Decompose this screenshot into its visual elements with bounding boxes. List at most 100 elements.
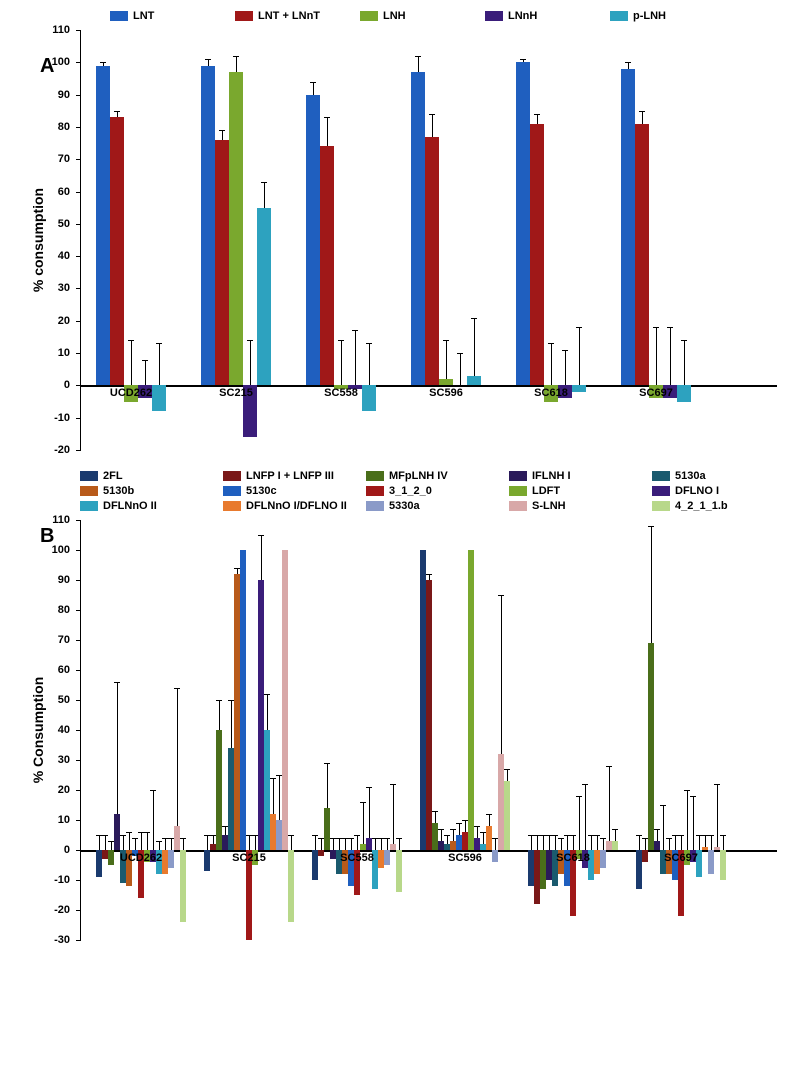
error-cap <box>126 832 132 833</box>
bar <box>152 385 166 411</box>
error-bar <box>159 841 160 850</box>
tick-mark <box>76 790 81 791</box>
tick-label: 70 <box>58 153 70 165</box>
error-bar <box>135 838 136 850</box>
tick-label: -20 <box>54 904 70 916</box>
legend-label: 5130c <box>246 485 277 497</box>
error-cap <box>681 340 687 341</box>
bar <box>204 850 210 871</box>
x-label: SC618 <box>556 852 590 864</box>
tick-label: 30 <box>58 282 70 294</box>
tick-label: 50 <box>58 694 70 706</box>
x-label: SC596 <box>429 387 463 399</box>
error-cap <box>457 353 463 354</box>
error-cap <box>520 59 526 60</box>
error-bar <box>651 526 652 643</box>
error-bar <box>489 814 490 826</box>
error-cap <box>247 340 253 341</box>
bar <box>635 124 649 386</box>
error-bar <box>555 835 556 850</box>
bar <box>439 379 453 385</box>
legend-item: 5330a <box>366 500 494 512</box>
legend-label: LNFP I + LNFP III <box>246 470 334 482</box>
error-cap <box>456 823 462 824</box>
bar <box>396 850 402 892</box>
error-cap <box>471 318 477 319</box>
error-cap <box>312 835 318 836</box>
tick-mark <box>76 940 81 941</box>
error-cap <box>132 838 138 839</box>
error-cap <box>264 694 270 695</box>
x-label: SC558 <box>324 387 358 399</box>
error-cap <box>714 784 720 785</box>
bar <box>108 850 114 865</box>
legend-label: 5130a <box>675 470 706 482</box>
error-cap <box>639 111 645 112</box>
error-cap <box>324 763 330 764</box>
error-bar <box>609 766 610 841</box>
legend-item: 2FL <box>80 470 208 482</box>
legend-item: LNH <box>360 10 470 22</box>
error-cap <box>384 838 390 839</box>
error-cap <box>219 130 225 131</box>
bar <box>320 146 334 385</box>
error-cap <box>444 835 450 836</box>
error-cap <box>534 114 540 115</box>
legend-swatch <box>223 501 241 511</box>
legend-swatch <box>235 11 253 21</box>
error-bar <box>453 829 454 841</box>
error-bar <box>663 805 664 850</box>
tick-label: 100 <box>52 544 70 556</box>
error-cap <box>310 82 316 83</box>
legend-swatch <box>366 501 384 511</box>
error-cap <box>654 829 660 830</box>
error-bar <box>351 838 352 850</box>
error-cap <box>233 56 239 57</box>
legend-label: LNnH <box>508 10 537 22</box>
bar <box>110 117 124 385</box>
error-bar <box>99 835 100 850</box>
error-bar <box>153 790 154 850</box>
error-bar <box>495 838 496 850</box>
tick-mark <box>76 30 81 31</box>
legend-label: p-LNH <box>633 10 666 22</box>
error-bar <box>231 700 232 748</box>
legend-item: 3_1_2_0 <box>366 485 494 497</box>
error-bar <box>561 838 562 850</box>
legend-swatch <box>80 501 98 511</box>
bar <box>468 550 474 850</box>
tick-mark <box>76 127 81 128</box>
legend-label: S-LNH <box>532 500 566 512</box>
error-bar <box>459 823 460 835</box>
error-cap <box>625 62 631 63</box>
bar <box>467 376 481 386</box>
bar <box>600 850 606 868</box>
error-bar <box>537 835 538 850</box>
x-label: SC558 <box>340 852 374 864</box>
y-axis-label-a: % consumption <box>30 30 46 450</box>
tick-mark <box>76 700 81 701</box>
error-bar <box>250 340 251 385</box>
error-cap <box>360 802 366 803</box>
bar <box>318 850 324 856</box>
error-bar <box>441 829 442 841</box>
error-cap <box>429 114 435 115</box>
error-bar <box>446 340 447 379</box>
x-label: UCD262 <box>120 852 162 864</box>
error-bar <box>567 835 568 850</box>
bar <box>229 72 243 385</box>
bar <box>366 838 372 850</box>
tick-mark <box>76 520 81 521</box>
error-bar <box>255 835 256 850</box>
error-bar <box>642 111 643 124</box>
x-label: SC215 <box>232 852 266 864</box>
legend-swatch <box>652 486 670 496</box>
error-bar <box>639 835 640 850</box>
bar <box>677 385 691 401</box>
legend-item: LNFP I + LNFP III <box>223 470 351 482</box>
error-bar <box>435 811 436 823</box>
legend-swatch <box>509 486 527 496</box>
legend-label: MFpLNH IV <box>389 470 448 482</box>
error-bar <box>273 778 274 814</box>
error-cap <box>102 835 108 836</box>
